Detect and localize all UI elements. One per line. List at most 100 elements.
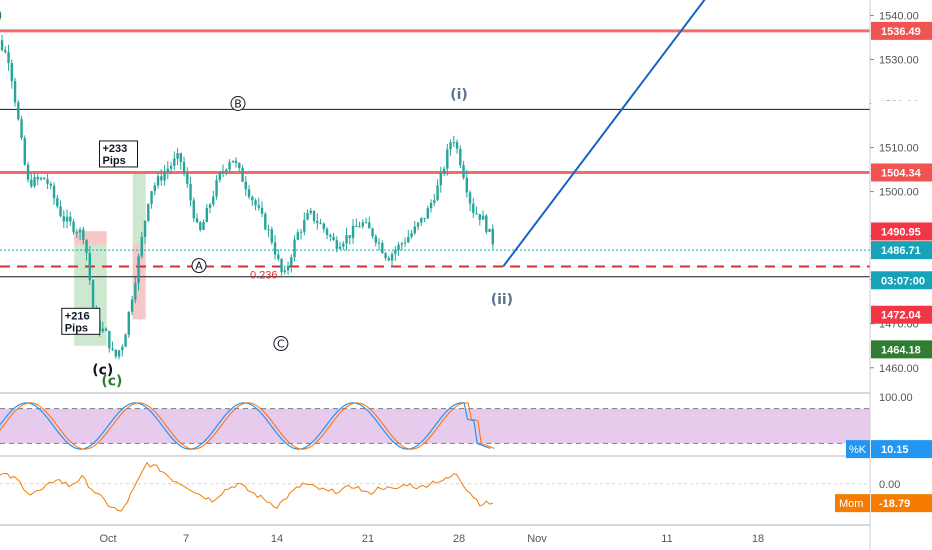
wave-label-circle [191,258,207,274]
rsi-value-label: 10.15 [881,444,909,456]
candle-body [91,280,95,308]
pip-label: Pips [65,322,88,334]
candle-body [329,235,332,237]
candle-body [228,162,231,170]
candle-body [296,232,299,240]
candle-body [221,171,225,173]
candle-body [173,158,176,166]
candle-body [472,203,475,214]
candle-body [127,311,130,335]
candle-body [413,226,416,234]
candle-body [303,219,306,232]
candle-body [462,165,465,178]
rsi-tick-label: 100.00 [879,392,913,404]
candle-body [166,168,169,173]
candle-body [134,283,137,300]
candle-body [26,164,30,180]
candle-body [62,216,65,222]
candle-body [199,222,202,230]
candle-body [293,239,296,258]
candle-body [283,270,286,273]
candle-body [169,165,173,169]
candle-body [4,50,7,53]
candle-body [17,102,20,120]
candle-body [111,348,114,350]
candle-body [455,142,459,149]
candle-body [234,160,238,164]
candle-body [381,243,384,254]
stochastic-rsi-pane[interactable] [0,402,870,450]
candle-body [23,138,26,165]
candle-body [485,215,488,232]
rsi-d-line [0,402,495,450]
candle-body [147,203,150,221]
price-tag-label: 1472.04 [881,310,922,322]
candle-body [117,350,121,357]
candle-body [400,243,403,245]
candle-body [322,223,325,229]
wave-label: C [277,338,285,351]
candle-body [189,183,192,201]
candle-body [264,213,267,230]
momentum-value-label: -18.79 [879,498,910,510]
candle-body [446,149,449,169]
rsi-k-line [0,402,491,450]
candle-body [13,81,17,103]
candle-body [342,243,345,247]
momentum-value-tag [871,494,932,513]
candle-body [312,210,316,221]
price-tick-label: 1510.00 [879,143,919,155]
candle-body [358,226,361,228]
candle-body [0,40,4,51]
momentum-pane[interactable] [0,461,870,512]
candle-body [244,181,247,190]
price-tick-label: 1460.00 [879,363,919,375]
time-tick-label: 28 [453,533,465,545]
price-level-tag: 1486.71 [871,241,932,260]
candle-body [69,216,72,222]
candle-body [130,299,134,312]
candle-body [338,246,342,249]
candle-body [433,200,436,203]
candle-body [251,197,254,201]
candle-body [361,222,364,227]
candle-body [449,142,452,150]
price-level-tag: 1518.66 [871,100,932,119]
time-tick-label: 14 [271,533,283,545]
price-tag-label: 1490.95 [881,226,921,238]
candle-body [46,179,49,184]
candle-body [82,229,85,240]
time-tick-label: 7 [183,533,189,545]
pip-label-box [99,140,138,168]
candle-body [348,235,351,238]
rsi-name-label: %K [849,444,867,456]
candle-body [351,225,355,238]
momentum-name-label: Mom [839,498,863,510]
time-tick-label: 11 [661,533,672,545]
candle-body [195,218,199,223]
candle-body [364,222,368,224]
candle-body [260,207,264,214]
candle-body [355,225,358,227]
rsi-name-tag [846,440,870,459]
candle-body [475,213,478,215]
candle-body [410,233,413,237]
candle-body [212,196,215,205]
candle-body [267,229,270,231]
candle-body [114,349,117,357]
time-tick-label: Nov [527,533,547,545]
candle-body [10,63,13,82]
wave-label: (i) [450,87,468,103]
momentum-name-tag [835,494,870,513]
candle-body [442,168,446,174]
candle-body [49,183,52,186]
time-tick-label: 21 [362,533,374,545]
wave-label: (c) [101,373,122,389]
candle-body [478,214,481,220]
candle-body [465,177,468,193]
candle-body [56,198,59,207]
candle-body [140,236,143,257]
candle-body [43,177,46,180]
